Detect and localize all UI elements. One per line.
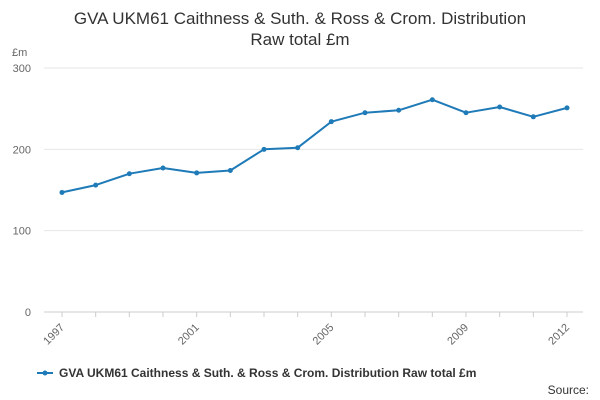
data-point-2000[interactable] (160, 165, 166, 171)
x-axis-ticks: 1997 2001 2005 2009 2012 (41, 312, 572, 347)
data-point-2006[interactable] (362, 110, 368, 116)
data-point-1997[interactable] (59, 189, 65, 195)
y-tick-label: 200 (13, 144, 31, 156)
y-tick-label: 100 (13, 226, 31, 238)
source-label: Source: (548, 383, 589, 397)
data-point-2004[interactable] (295, 145, 301, 151)
x-tick-label: 2005 (311, 322, 337, 348)
data-point-2005[interactable] (328, 119, 334, 125)
data-point-2012[interactable] (564, 105, 570, 111)
legend[interactable]: GVA UKM61 Caithness & Suth. & Ross & Cro… (37, 366, 476, 380)
data-point-2008[interactable] (429, 97, 435, 103)
data-point-2003[interactable] (261, 146, 267, 152)
x-tick-label: 2009 (445, 322, 471, 348)
y-tick-label: 300 (13, 63, 31, 75)
y-tick-label: 0 (25, 307, 31, 319)
data-point-2001[interactable] (194, 170, 200, 176)
series-group (59, 97, 570, 195)
data-point-2002[interactable] (227, 167, 233, 173)
data-point-1998[interactable] (93, 182, 99, 188)
data-point-2011[interactable] (530, 114, 536, 120)
data-point-2007[interactable] (396, 107, 402, 113)
x-tick-label: 1997 (41, 322, 67, 348)
x-tick-label: 2012 (546, 322, 572, 348)
data-point-2010[interactable] (497, 104, 503, 110)
legend-label[interactable]: GVA UKM61 Caithness & Suth. & Ross & Cro… (59, 366, 476, 380)
y-axis-unit-label: £m (12, 47, 27, 59)
series-line-0 (61, 98, 568, 194)
chart-title: GVA UKM61 Caithness & Suth. & Ross & Cro… (74, 9, 526, 28)
legend-marker (42, 370, 48, 376)
gridlines (44, 67, 583, 313)
y-axis-ticks: 0 100 200 300 (13, 63, 31, 319)
data-point-2009[interactable] (463, 110, 469, 116)
data-point-1999[interactable] (126, 171, 132, 177)
chart-subtitle: Raw total £m (250, 30, 349, 49)
x-tick-label: 2001 (176, 322, 202, 348)
